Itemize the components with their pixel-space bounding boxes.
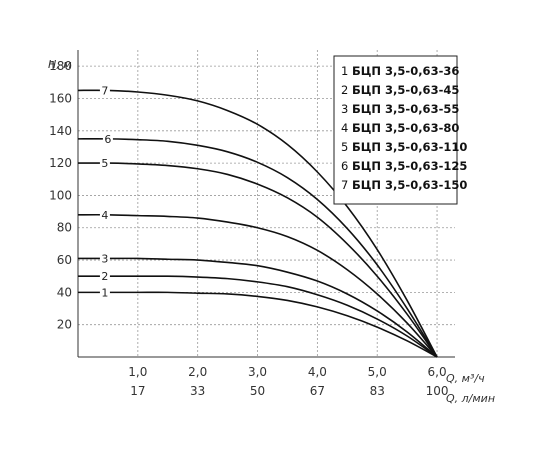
y-tick-label: 100 [49,188,72,202]
y-tick-label: 140 [49,124,72,138]
curve-label-bg [99,207,110,221]
series-line-1 [77,291,438,358]
x-tick-label: 4,0 [308,365,327,379]
y-tick-label: 60 [57,253,72,267]
curves [77,89,438,358]
curve-label-bg [99,156,110,170]
curve-label-bg [102,131,113,145]
curve-label-4: 4 [101,209,108,222]
x2-tick-label: 100 [426,384,449,398]
series-line-6 [77,138,438,358]
legend-entry-4: 4 БЦП 3,5-0,63-80 [341,121,459,135]
series-line-2 [78,275,438,358]
y-axis-label: H, м [48,58,72,71]
legend-entry-6: 6 БЦП 3,5-0,63-125 [341,159,467,173]
curve-label-bg [99,83,110,97]
legend-box [333,55,458,205]
x2-tick-label: 33 [190,384,205,398]
x-axis-label: Q, м³/ч [446,372,485,385]
curve-label-7: 7 [101,84,108,97]
x-tick-label: 5,0 [368,365,387,379]
curve-label-5: 5 [101,157,108,170]
x-tick-label: 3,0 [248,365,267,379]
legend-entry-7: 7 БЦП 3,5-0,63-150 [341,178,467,192]
curve-label-3: 3 [101,252,108,265]
y-tick-label: 160 [49,91,72,105]
series-line-3 [78,257,438,358]
curve-labels: 1 2 3 4 5 6 7 [99,83,113,299]
curve-label-bg [99,251,110,265]
x-tick-label: 6,0 [428,365,447,379]
curve-label-2: 2 [101,270,108,283]
curve-label-bg [99,269,110,283]
y-tick-label: 80 [57,221,72,235]
y-tick-label: 180 [49,59,72,73]
series-line-4 [77,213,438,358]
x2-tick-label: 17 [130,384,145,398]
y-tick-label: 120 [49,156,72,170]
legend-entry-3: 3 БЦП 3,5-0,63-55 [341,102,459,116]
legend-entry-1: 1 БЦП 3,5-0,63-36 [341,64,459,78]
series-line-7 [77,89,438,358]
x2-tick-label: 83 [370,384,385,398]
legend-entry-5: 5 БЦП 3,5-0,63-110 [341,140,467,154]
legend-entry-2: 2 БЦП 3,5-0,63-45 [341,83,459,97]
x-tick-label: 1,0 [128,365,147,379]
y-tick-label: 40 [57,285,72,299]
axes: 20 40 60 80 100 120 140 160 180 1,0 2,0 3,0 4,0 5,0 6,… [49,50,455,398]
y-tick-label: 20 [57,318,72,332]
curve-label-6: 6 [104,133,111,146]
x2-tick-label: 50 [250,384,265,398]
legend: 1 БЦП 3,5-0,63-36 2 БЦП 3,5-0,63-45 3 БЦП … [333,55,467,205]
curve-label-bg [99,285,110,299]
series-line-5 [77,162,438,358]
x-tick-label: 2,0 [188,365,207,379]
curve-label-1: 1 [101,286,108,299]
x2-tick-label: 67 [310,384,325,398]
x-axis-label-secondary: Q, л/мин [446,392,495,405]
